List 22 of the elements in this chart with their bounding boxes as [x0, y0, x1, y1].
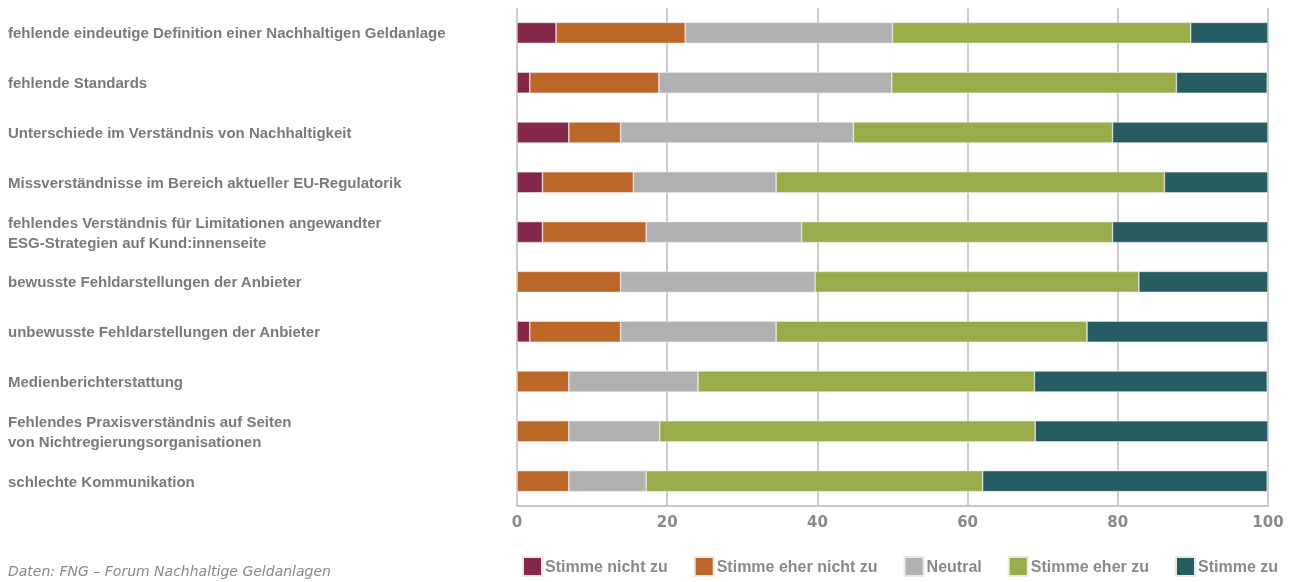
y-tick-label: bewusste Fehldarstellungen der Anbieter — [8, 273, 302, 291]
x-tick-label: 40 — [806, 512, 828, 531]
text: Daten: FNG – Forum Nachhaltige Geldanlagen — [8, 563, 331, 579]
x-tick-label: 80 — [1107, 512, 1129, 531]
y-tick-label: fehlende eindeutige Definition einer Nachhaltigen Geldanlage — [8, 24, 446, 42]
legend-label: Stimme zu — [1197, 558, 1278, 575]
x-tick-label: 60 — [957, 512, 979, 531]
y-tick-label: Unterschiede im Verständnis von Nachhaltigkeit — [8, 124, 352, 141]
y-tick-label: Fehlendes Praxisverständnis auf Seiten von Nichtregierungsorganisationen — [8, 412, 292, 450]
legend-label: Stimme eher zu — [1030, 558, 1149, 575]
y-tick-label: Medienberichterstattung — [8, 373, 184, 390]
y-tick-label: fehlendes Verständnis für Limitationen angewandter ESG-Strategien auf Kund:innenseite — [8, 213, 382, 251]
legend-label: Stimme nicht zu — [545, 558, 668, 575]
y-tick-label: unbewusste Fehldarstellungen der Anbieter — [8, 323, 321, 341]
x-tick-label: 100 — [1252, 512, 1284, 531]
x-tick-label: 0 — [511, 512, 523, 531]
x-tick-label: 20 — [656, 512, 678, 531]
y-tick-label: schlechte Kommunikation — [8, 472, 195, 490]
legend-label: Neutral — [926, 558, 982, 575]
legend-label: Stimme eher nicht zu — [716, 558, 878, 575]
y-tick-label: fehlende Standards — [8, 74, 148, 92]
y-tick-label: Missverständnisse im Bereich aktueller EU-Regulatorik — [8, 173, 403, 191]
